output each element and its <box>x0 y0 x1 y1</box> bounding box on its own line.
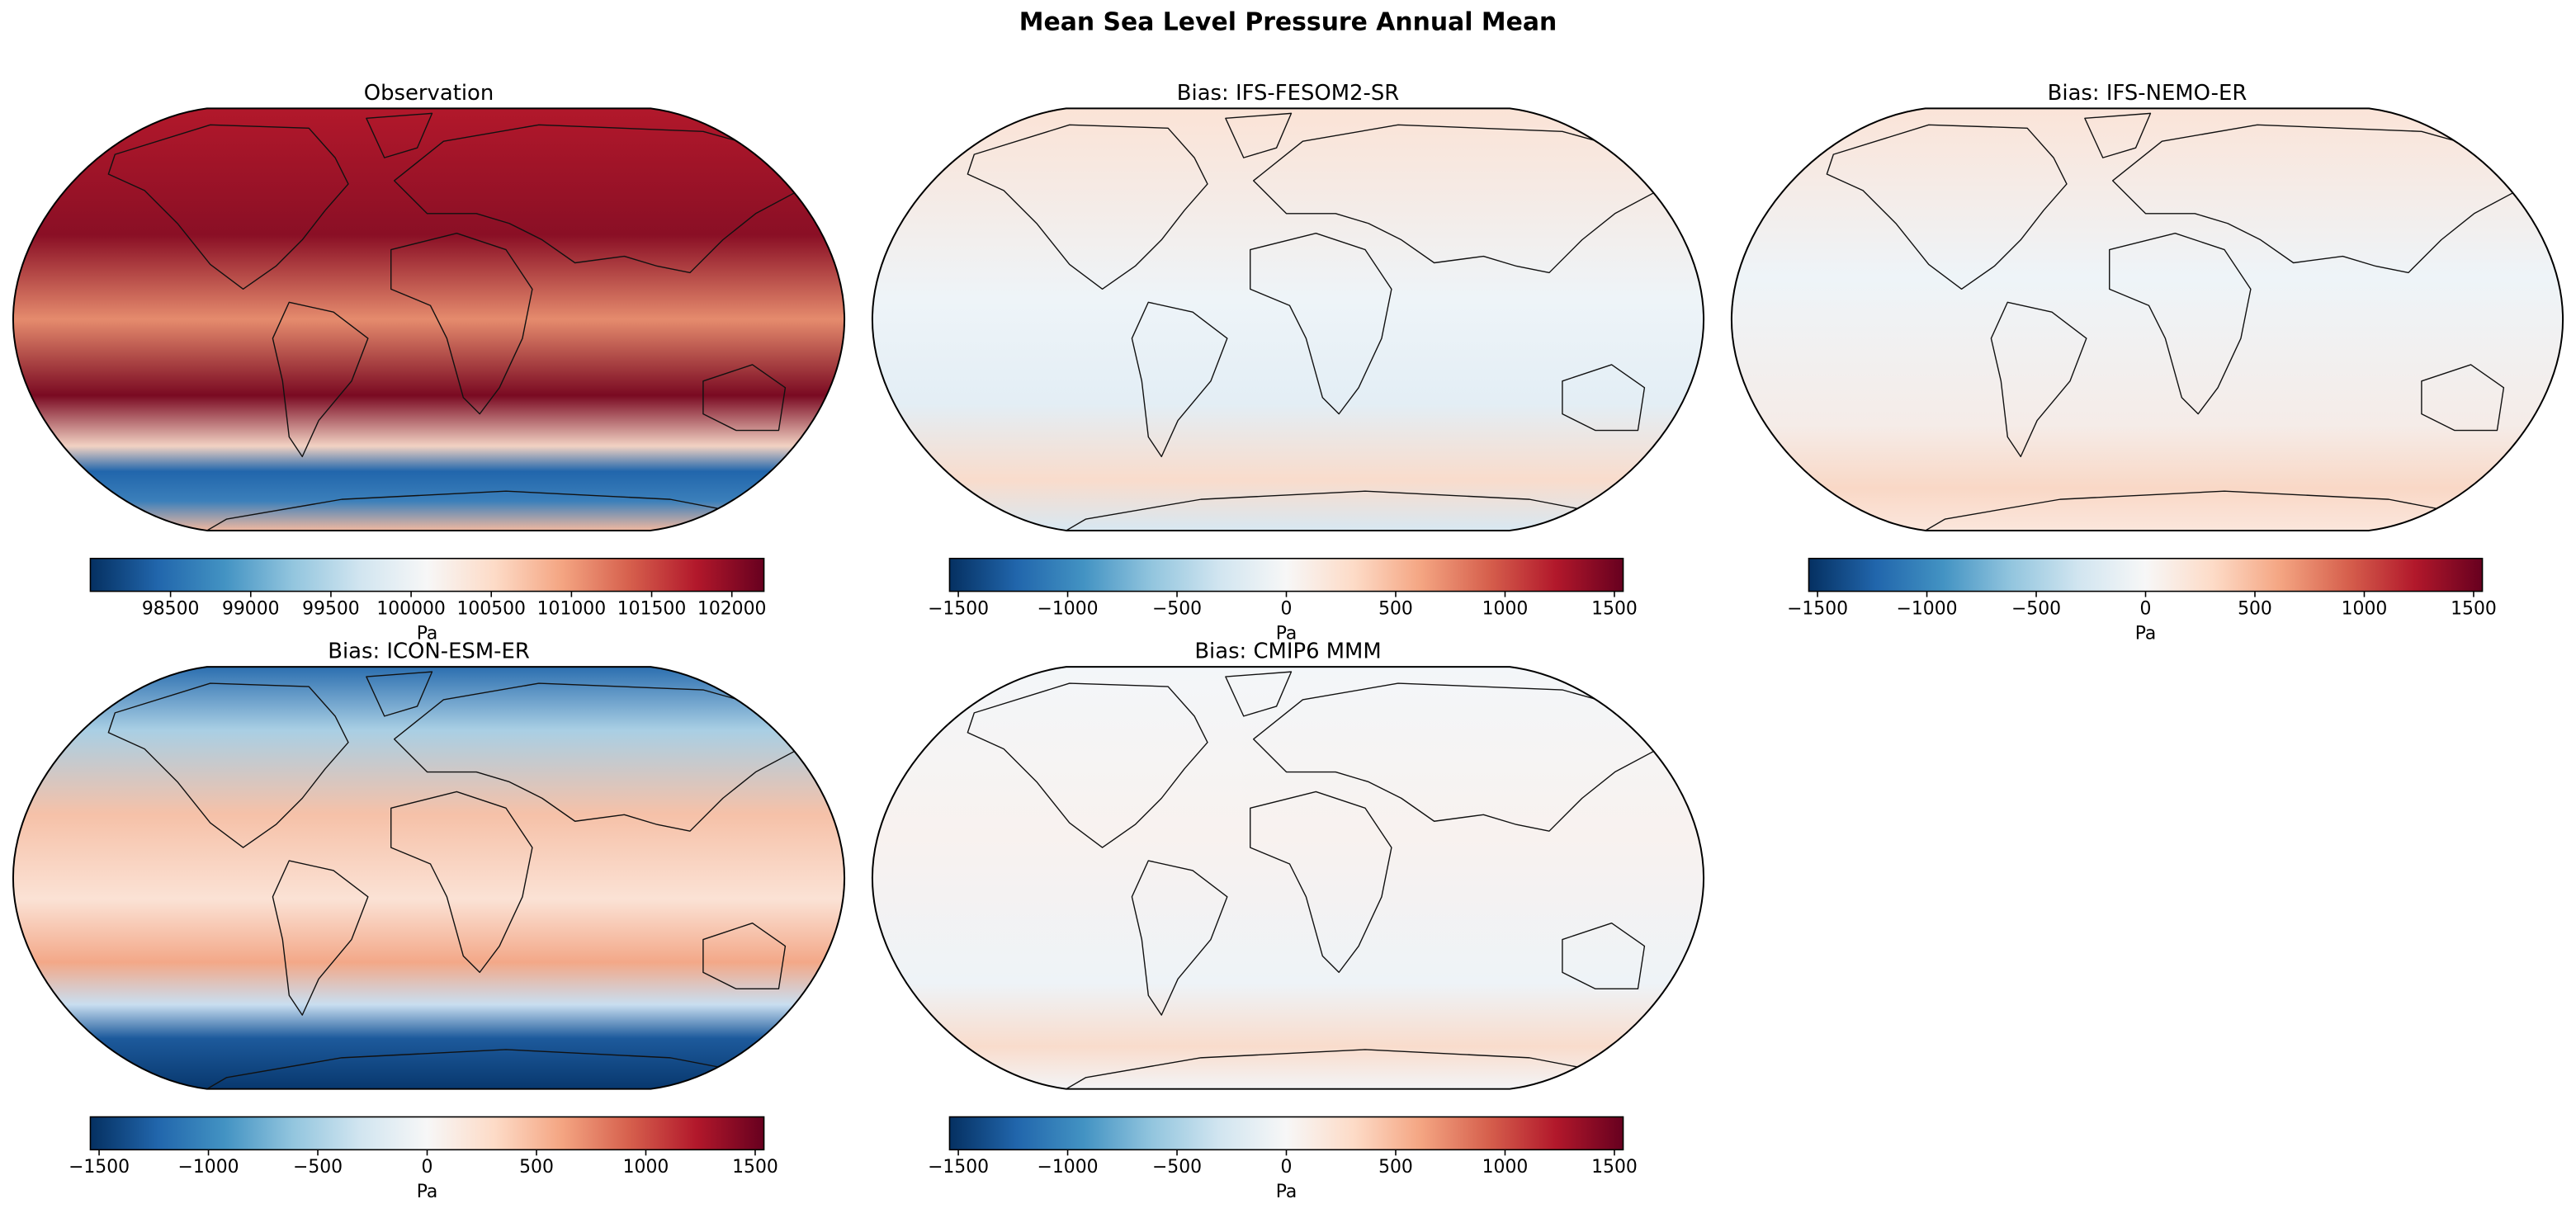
panel-title: Observation <box>364 81 494 106</box>
tick-label: 1500 <box>2451 598 2497 619</box>
tick-label: 1000 <box>1482 1157 1529 1178</box>
map-fill <box>872 667 1704 1089</box>
map <box>1730 107 2564 531</box>
tick-label: 1500 <box>732 1157 778 1178</box>
tick-label: −1500 <box>928 1157 989 1178</box>
tick-label: −500 <box>2011 598 2061 619</box>
map <box>871 107 1705 531</box>
tick-label: 0 <box>422 1157 433 1178</box>
tick-label: 500 <box>1378 598 1413 619</box>
panel-title: Bias: IFS-NEMO-ER <box>2048 81 2248 106</box>
map-outline <box>12 107 846 531</box>
colorbar <box>1808 557 2484 592</box>
map-outline <box>1730 107 2564 531</box>
tick-label: −1500 <box>1787 598 1848 619</box>
colorbar-label: Pa <box>417 1182 438 1202</box>
tick-label: 1000 <box>2342 598 2388 619</box>
map <box>12 666 846 1090</box>
map-fill <box>12 108 845 531</box>
map-outline <box>871 666 1705 1090</box>
colorbar <box>89 1116 765 1151</box>
tick-label: 1500 <box>1591 598 1638 619</box>
tick-label: 500 <box>519 1157 554 1178</box>
map-field <box>872 108 1704 531</box>
tick-label: 102000 <box>697 598 767 619</box>
map-fill <box>12 667 845 1089</box>
tick-label: 101000 <box>537 598 607 619</box>
tick-label: 99500 <box>302 598 360 619</box>
tick-label: 0 <box>1281 1157 1293 1178</box>
tick-label: −1000 <box>1037 1157 1099 1178</box>
colorbar <box>89 557 765 592</box>
tick-label: 99000 <box>222 598 280 619</box>
colorbar-label: Pa <box>1276 1182 1297 1202</box>
panel-title: Bias: CMIP6 MMM <box>1194 640 1381 664</box>
tick-label: 1000 <box>623 1157 669 1178</box>
tick-label: −500 <box>1152 598 1202 619</box>
tick-label: −1500 <box>69 1157 130 1178</box>
tick-label: 101500 <box>617 598 687 619</box>
map-fill <box>872 108 1704 531</box>
map-field <box>1731 108 2564 531</box>
colorbar <box>948 557 1624 592</box>
tick-label: −500 <box>293 1157 343 1178</box>
tick-label: −1000 <box>178 1157 239 1178</box>
tick-label: 1500 <box>1591 1157 1638 1178</box>
figure-title: Mean Sea Level Pressure Annual Mean <box>1019 7 1557 36</box>
map-field <box>12 667 845 1089</box>
colorbar-label: Pa <box>417 623 438 644</box>
tick-label: 100000 <box>376 598 446 619</box>
colorbar-label: Pa <box>2135 623 2157 644</box>
tick-label: 500 <box>2238 598 2272 619</box>
colorbar-label: Pa <box>1276 623 1297 644</box>
tick-label: 1000 <box>1482 598 1529 619</box>
tick-label: 0 <box>2140 598 2152 619</box>
map <box>12 107 846 531</box>
colorbar <box>948 1116 1624 1151</box>
tick-label: −1000 <box>1037 598 1099 619</box>
tick-label: 0 <box>1281 598 1293 619</box>
tick-label: −500 <box>1152 1157 1202 1178</box>
panel-title: Bias: IFS-FESOM2-SR <box>1177 81 1399 106</box>
tick-label: −1000 <box>1897 598 1958 619</box>
panel-title: Bias: ICON-ESM-ER <box>328 640 530 664</box>
tick-label: −1500 <box>928 598 989 619</box>
map-field <box>872 667 1704 1089</box>
tick-label: 500 <box>1378 1157 1413 1178</box>
map <box>871 666 1705 1090</box>
map-outline <box>871 107 1705 531</box>
map-outline <box>12 666 846 1090</box>
tick-label: 100500 <box>456 598 526 619</box>
map-fill <box>1731 108 2564 531</box>
tick-label: 98500 <box>142 598 200 619</box>
map-field <box>12 108 845 531</box>
